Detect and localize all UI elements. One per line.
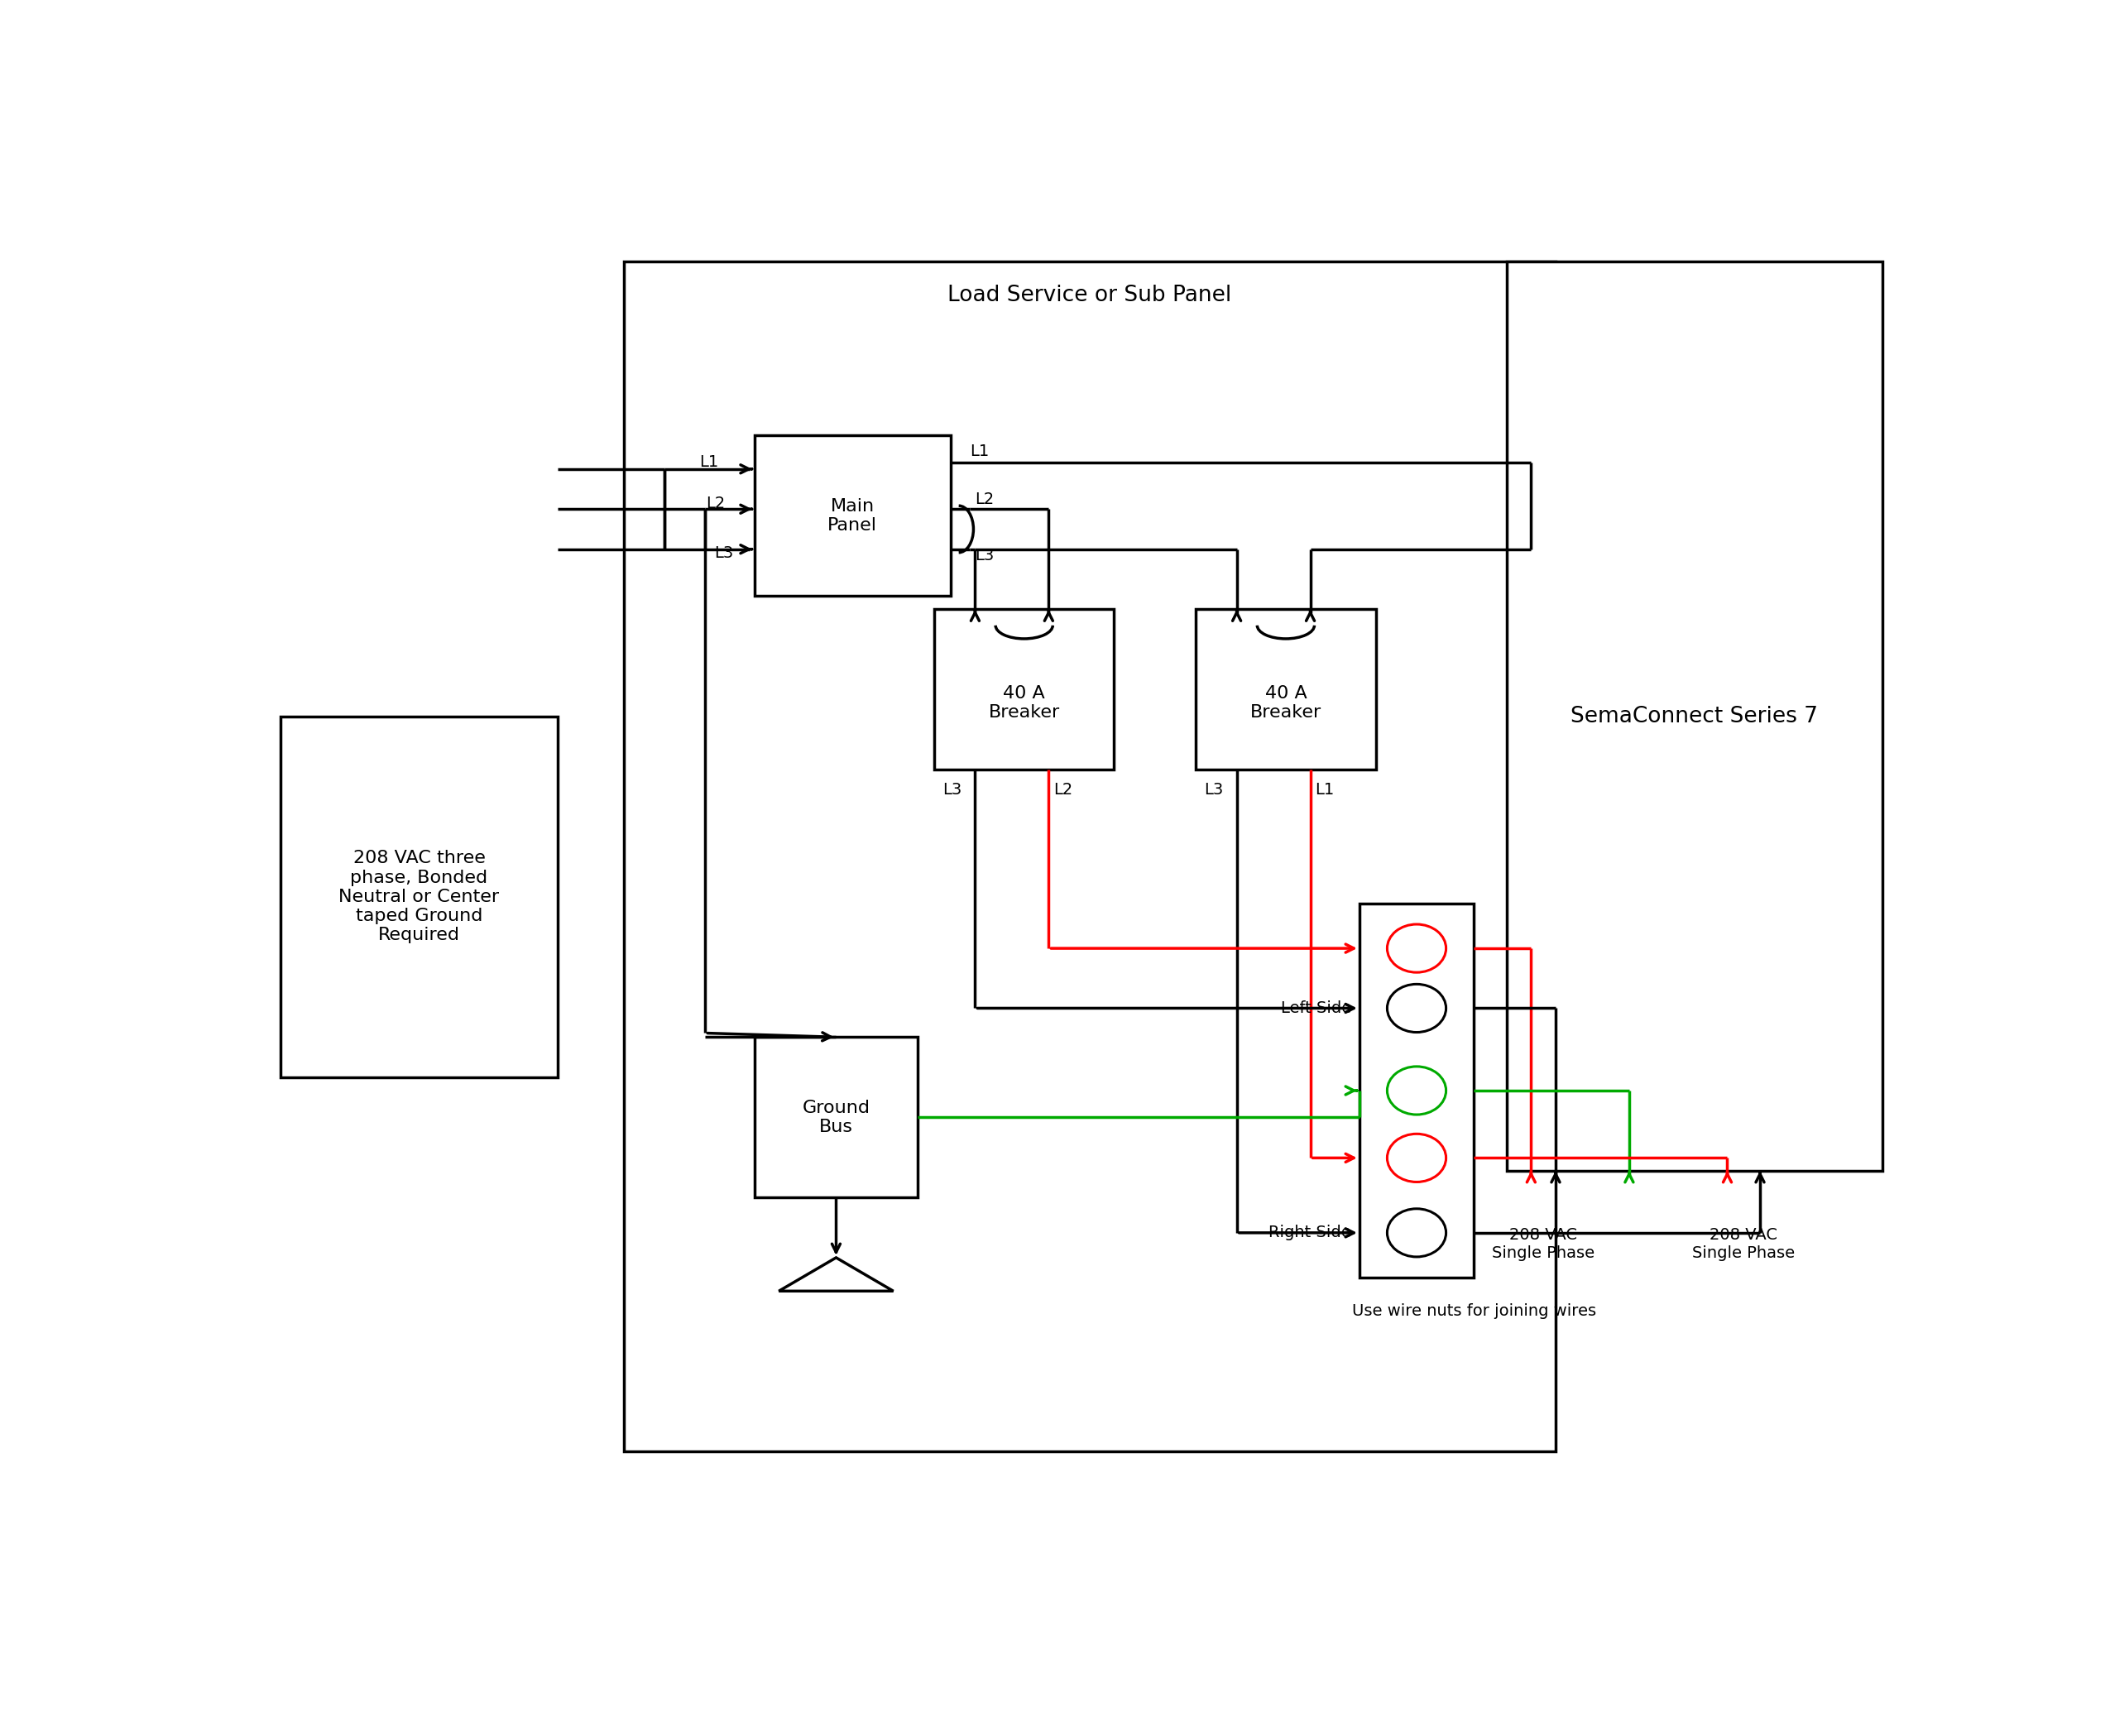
Bar <box>755 1036 918 1198</box>
Bar <box>935 609 1114 769</box>
Text: L3: L3 <box>1205 781 1224 797</box>
Bar <box>1359 903 1473 1278</box>
Text: 208 VAC
Single Phase: 208 VAC Single Phase <box>1692 1227 1796 1262</box>
Text: 40 A
Breaker: 40 A Breaker <box>987 686 1059 720</box>
Text: 208 VAC
Single Phase: 208 VAC Single Phase <box>1492 1227 1595 1262</box>
Text: Load Service or Sub Panel: Load Service or Sub Panel <box>947 285 1232 306</box>
Text: Left Side: Left Side <box>1281 1000 1350 1016</box>
Bar <box>625 262 1555 1451</box>
Text: L1: L1 <box>1315 781 1334 797</box>
Bar <box>1507 262 1882 1170</box>
Text: L2: L2 <box>975 491 994 507</box>
Text: 208 VAC three
phase, Bonded
Neutral or Center
taped Ground
Required: 208 VAC three phase, Bonded Neutral or C… <box>340 851 500 943</box>
Text: SemaConnect Series 7: SemaConnect Series 7 <box>1570 705 1819 727</box>
Text: Use wire nuts for joining wires: Use wire nuts for joining wires <box>1353 1304 1595 1319</box>
Text: L3: L3 <box>713 545 732 561</box>
Text: Ground
Bus: Ground Bus <box>802 1099 869 1135</box>
Bar <box>1196 609 1376 769</box>
Text: L1: L1 <box>698 455 717 470</box>
Text: L3: L3 <box>943 781 962 797</box>
Text: L2: L2 <box>705 496 726 512</box>
Text: L1: L1 <box>971 444 990 460</box>
Text: L2: L2 <box>1053 781 1072 797</box>
Text: Main
Panel: Main Panel <box>827 498 878 533</box>
Text: L3: L3 <box>975 549 994 564</box>
Text: Right Side: Right Side <box>1268 1226 1350 1241</box>
Bar <box>755 436 949 595</box>
Bar <box>281 717 557 1076</box>
Text: 40 A
Breaker: 40 A Breaker <box>1249 686 1321 720</box>
